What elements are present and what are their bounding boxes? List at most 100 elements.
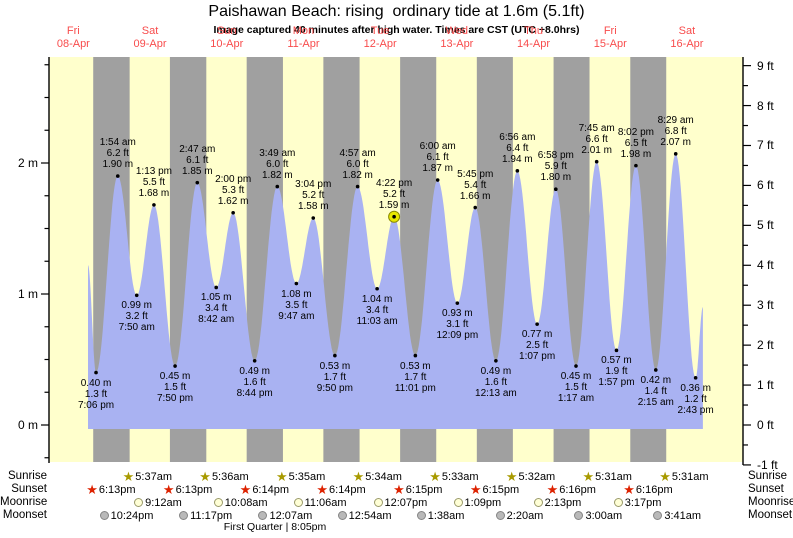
tide-annotation: 3:49 am 6.0 ft 1.82 m bbox=[259, 147, 296, 181]
moonset-time: 1:38am bbox=[427, 509, 465, 522]
moonset-marker: 3:41am bbox=[653, 509, 701, 522]
tide-annotation: 1:13 pm 5.5 ft 1.68 m bbox=[135, 165, 172, 199]
sunrise-time: 5:33am bbox=[441, 470, 479, 483]
moonrise-time: 1:09pm bbox=[464, 496, 502, 509]
sunset-star-icon: ★ bbox=[546, 482, 559, 497]
sunset-time: 6:16pm bbox=[559, 483, 596, 496]
tide-extreme-dot bbox=[294, 281, 299, 286]
sunrise-marker: ★ 5:34am bbox=[353, 470, 402, 483]
moonrise-row-label-right: Moonrise bbox=[748, 496, 793, 508]
sunrise-marker: ★ 5:37am bbox=[123, 470, 172, 483]
day-label: Fri 08-Apr bbox=[56, 25, 90, 50]
day-label: Thu 14-Apr bbox=[517, 25, 551, 50]
sunrise-marker: ★ 5:31am bbox=[583, 470, 632, 483]
tide-annotation: 8:02 pm 6.5 ft 1.98 m bbox=[617, 126, 654, 160]
moonrise-marker: 12:07pm bbox=[373, 496, 427, 509]
tide-extreme-dot bbox=[494, 359, 498, 363]
sunset-marker: ★ 6:13pm bbox=[86, 483, 135, 496]
tide-annotation: 8:29 am 6.8 ft 2.07 m bbox=[657, 114, 694, 148]
tide-extreme-dot bbox=[554, 187, 558, 191]
tide-annotation: 0.45 m 1.5 ft 7:50 pm bbox=[157, 371, 194, 405]
tide-extreme-dot bbox=[355, 184, 360, 189]
tide-annotation: 0.93 m 3.1 ft 12:09 pm bbox=[436, 308, 479, 342]
moon-phase-text: First Quarter | 8:05pm bbox=[223, 521, 327, 533]
moonset-circle-icon bbox=[416, 511, 426, 520]
sunrise-time: 5:32am bbox=[518, 470, 556, 483]
page-title: Paishawan Beach: rising ordinary tide at… bbox=[208, 3, 585, 20]
sunrise-star-icon: ★ bbox=[122, 469, 135, 484]
tide-extreme-dot bbox=[134, 293, 139, 298]
sunrise-row-label-left: Sunrise bbox=[8, 470, 47, 482]
moonset-circle-icon bbox=[99, 511, 109, 520]
moonrise-marker: 2:13pm bbox=[533, 496, 581, 509]
sunrise-star-icon: ★ bbox=[275, 469, 288, 484]
y-axis-label-ft: 8 ft bbox=[757, 98, 774, 113]
sunset-marker: ★ 6:15pm bbox=[470, 483, 519, 496]
tide-extreme-dot bbox=[275, 184, 280, 189]
moonset-time: 12:07am bbox=[269, 509, 313, 522]
day-label: Tue 12-Apr bbox=[363, 25, 397, 50]
sunset-star-icon: ★ bbox=[162, 482, 175, 497]
tide-annotation: 0.36 m 1.2 ft 2:43 pm bbox=[677, 382, 714, 416]
moonset-time: 3:00am bbox=[585, 509, 623, 522]
tide-extreme-dot bbox=[435, 178, 440, 182]
moonset-marker: 1:38am bbox=[416, 509, 465, 522]
sunset-time: 6:13pm bbox=[98, 483, 136, 496]
moonset-circle-icon bbox=[258, 511, 268, 520]
day-label: Sat 09-Apr bbox=[133, 25, 167, 50]
sunset-marker: ★ 6:16pm bbox=[547, 483, 596, 496]
tide-annotation: 6:58 pm 5.9 ft 1.80 m bbox=[537, 150, 574, 184]
y-axis-label-m: 2 m bbox=[17, 156, 38, 170]
y-axis-label-ft: 0 ft bbox=[757, 418, 774, 432]
tide-annotation: 5:45 pm 5.4 ft 1.66 m bbox=[457, 168, 494, 202]
moonrise-time: 10:08am bbox=[224, 496, 268, 509]
moonset-row-label-right: Moonset bbox=[748, 509, 793, 521]
sunset-marker: ★ 6:13pm bbox=[163, 483, 212, 496]
tide-extreme-dot bbox=[515, 169, 520, 173]
tide-annotation: 3:04 pm 5.2 ft 1.58 m bbox=[295, 179, 332, 213]
y-axis-label-ft: 6 ft bbox=[757, 178, 774, 193]
tide-annotation: 4:57 am 6.0 ft 1.82 m bbox=[339, 147, 376, 181]
tide-extreme-dot bbox=[231, 210, 235, 215]
sunset-marker: ★ 6:14pm bbox=[316, 483, 365, 496]
tide-annotation: 4:22 pm 5.2 ft 1.59 m bbox=[376, 177, 413, 211]
tide-extreme-dot bbox=[455, 301, 460, 305]
day-label: Fri 15-Apr bbox=[593, 25, 627, 50]
tide-annotation: 0.99 m 3.2 ft 7:50 am bbox=[118, 300, 155, 334]
moonset-circle-icon bbox=[574, 511, 584, 520]
moonset-circle-icon bbox=[179, 511, 189, 520]
sunset-row-label-left: Sunset bbox=[11, 483, 47, 495]
tide-annotation: 0.53 m 1.7 ft 11:01 pm bbox=[394, 360, 436, 394]
sunset-time: 6:14pm bbox=[329, 483, 366, 496]
moonset-marker: 2:20am bbox=[495, 509, 544, 522]
sunset-time: 6:16pm bbox=[635, 483, 673, 496]
sunrise-star-icon: ★ bbox=[429, 469, 441, 484]
moonrise-marker: 11:06am bbox=[293, 496, 347, 509]
sunset-time: 6:15pm bbox=[405, 483, 443, 496]
moonrise-marker: 10:08am bbox=[213, 496, 268, 509]
moonset-time: 11:17pm bbox=[190, 509, 233, 522]
tide-extreme-dot bbox=[614, 348, 619, 353]
tide-annotation: 1.08 m 3.5 ft 9:47 am bbox=[278, 288, 315, 322]
tide-extreme-dot bbox=[594, 159, 599, 164]
sunset-star-icon: ★ bbox=[239, 482, 252, 497]
tide-extreme-dot bbox=[214, 285, 219, 290]
sunset-time: 6:13pm bbox=[175, 483, 213, 496]
sunset-marker: ★ 6:16pm bbox=[623, 483, 672, 496]
tide-annotation: 1.05 m 3.4 ft 8:42 am bbox=[198, 292, 235, 326]
moonset-row-label-left: Moonset bbox=[2, 509, 47, 521]
moonrise-circle-icon bbox=[213, 498, 223, 507]
tide-annotation: 2:47 am 6.1 ft 1.85 m bbox=[179, 143, 216, 177]
tide-extreme-dot bbox=[413, 353, 418, 358]
tide-extreme-dot bbox=[693, 376, 698, 380]
sunrise-star-icon: ★ bbox=[505, 469, 518, 484]
tide-area bbox=[88, 153, 703, 430]
moonset-time: 2:20am bbox=[506, 509, 544, 522]
tide-annotation: 2:00 pm 5.3 ft 1.62 m bbox=[215, 173, 252, 207]
tide-extreme-dot bbox=[653, 368, 658, 372]
tide-extreme-dot bbox=[375, 286, 379, 291]
day-label: Sat 16-Apr bbox=[670, 25, 704, 50]
moonrise-time: 3:17pm bbox=[624, 496, 662, 509]
